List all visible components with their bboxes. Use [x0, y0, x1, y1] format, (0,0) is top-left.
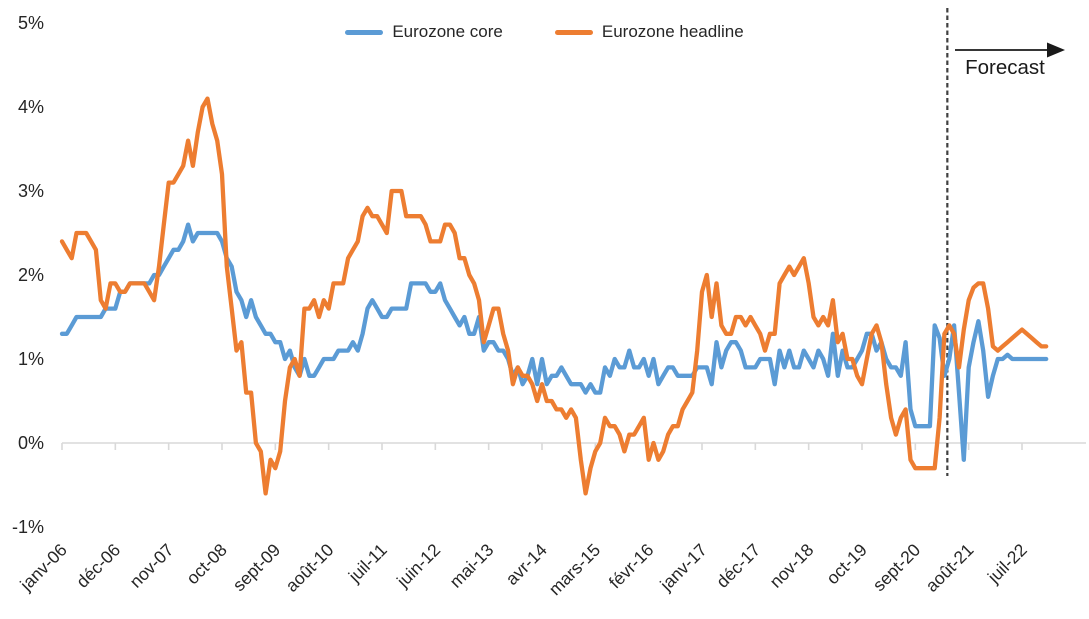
forecast-arrow-head-icon	[1047, 42, 1065, 58]
x-axis-label: janv-17	[655, 540, 710, 595]
x-axis-label: mars-15	[545, 540, 605, 600]
x-axis-label: oct-19	[822, 540, 871, 589]
x-axis-label: juin-12	[392, 540, 444, 592]
forecast-label: Forecast	[965, 56, 1045, 79]
x-axis-label: nov-07	[126, 540, 178, 592]
y-axis-label: 1%	[18, 349, 44, 369]
legend-label-eurozone-core: Eurozone core	[392, 22, 503, 41]
x-axis-label: sept-09	[229, 540, 284, 595]
x-axis-label: août-10	[281, 540, 337, 596]
x-axis-label: juil-22	[983, 540, 1031, 588]
x-axis-label: août-21	[921, 540, 977, 596]
y-axis-label: 3%	[18, 181, 44, 201]
y-axis-label: 4%	[18, 97, 44, 117]
x-axis-label: déc-06	[72, 540, 124, 592]
x-axis-label: déc-17	[712, 540, 764, 592]
legend-item-eurozone-headline: Eurozone headline	[554, 22, 744, 42]
x-axis-label: juil-11	[344, 540, 391, 587]
x-axis-label: févr-16	[605, 540, 658, 593]
legend-label-eurozone-headline: Eurozone headline	[601, 22, 744, 41]
x-axis-label: sept-20	[869, 540, 925, 596]
y-axis-label: -1%	[12, 517, 44, 537]
y-axis-label: 5%	[18, 13, 44, 33]
chart-legend: Eurozone core Eurozone headline	[0, 22, 1089, 42]
x-axis-label: oct-08	[182, 540, 231, 589]
headline-line-swatch	[554, 29, 593, 35]
x-axis-label: nov-18	[766, 540, 818, 592]
x-axis-label: janv-06	[15, 540, 70, 595]
x-axis-label: avr-14	[502, 540, 551, 589]
eurozone-headline-line	[59, 96, 1049, 496]
core-line-swatch	[345, 29, 384, 35]
y-axis-label: 2%	[18, 265, 44, 285]
legend-item-eurozone-core: Eurozone core	[345, 22, 503, 42]
x-axis-label: mai-13	[446, 540, 498, 592]
y-axis-label: 0%	[18, 433, 44, 453]
